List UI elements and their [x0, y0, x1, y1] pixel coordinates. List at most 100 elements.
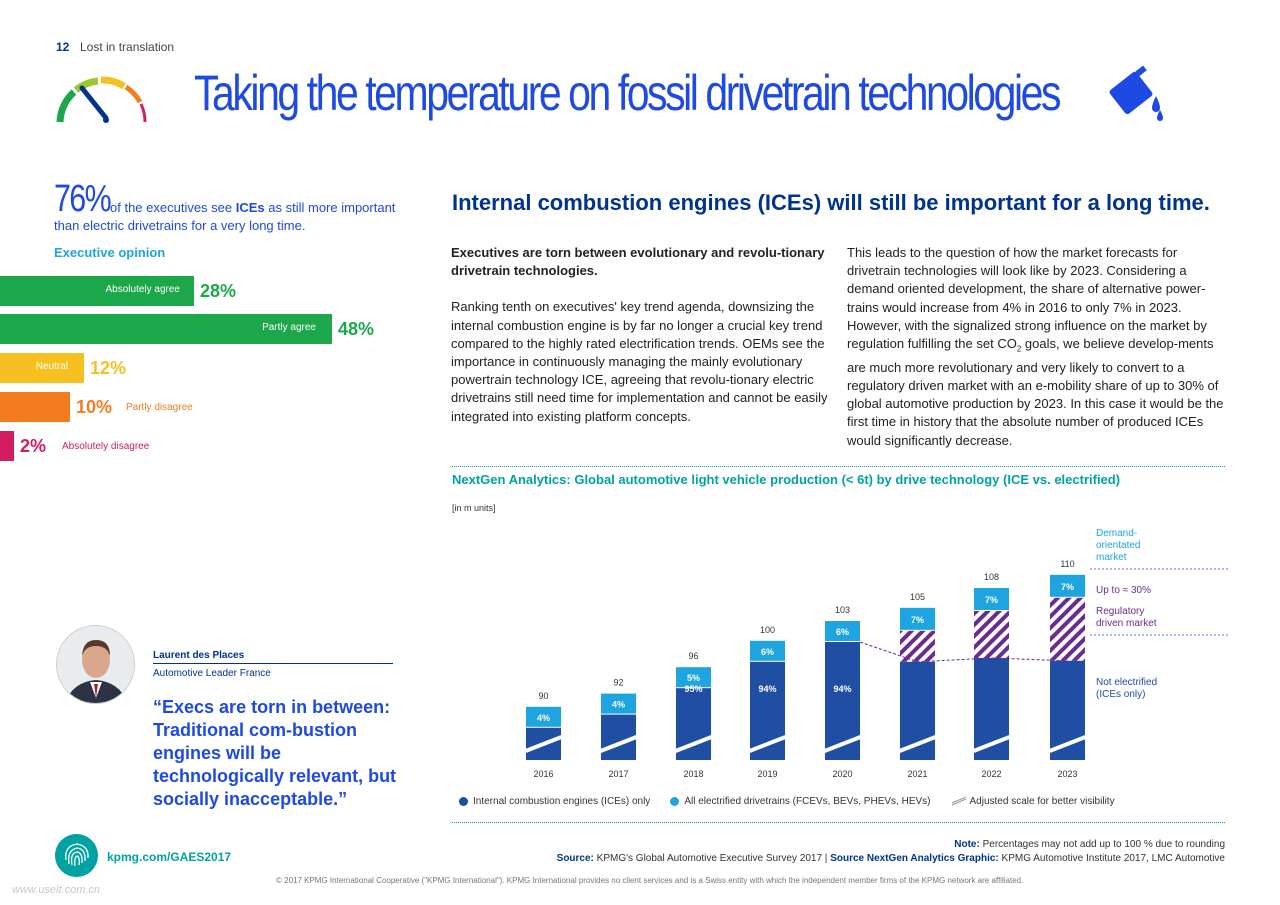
gauge-icon — [56, 76, 147, 123]
bar-electrified — [526, 706, 561, 727]
divider — [452, 822, 1225, 823]
bar-total: 92 — [613, 678, 623, 688]
bar-electrified — [1050, 574, 1085, 597]
opinion-bar-neutral: Neutral — [0, 353, 84, 383]
article-heading: Internal combustion engines (ICEs) will … — [452, 190, 1210, 215]
chart-units: [in m units] — [452, 503, 496, 513]
kpmg-link[interactable]: kpmg.com/GAES2017 — [107, 850, 232, 864]
chart-legend: Internal combustion engines (ICEs) only … — [459, 796, 1135, 807]
bar-total: 90 — [538, 691, 548, 701]
opinion-bar-partly-disagree — [0, 392, 70, 422]
bar-label-electrified: 5% — [687, 673, 700, 683]
bar-electrified — [601, 693, 636, 714]
x-tick-label: 2018 — [683, 769, 703, 779]
page-headline: Taking the temperature on fossil drivetr… — [194, 65, 1061, 121]
bar-total: 103 — [835, 605, 850, 615]
x-tick-label: 2021 — [907, 769, 927, 779]
scale-break — [1046, 734, 1089, 754]
scale-break — [896, 734, 939, 754]
bar-regulatory — [974, 611, 1009, 658]
x-tick-label: 2020 — [832, 769, 852, 779]
stat-text: of the executives see ICEs as still more… — [54, 200, 396, 233]
regulatory-trend-line — [859, 641, 1068, 663]
opinion-label: Partly disagree — [126, 402, 193, 413]
bar-label-electrified: 4% — [537, 713, 550, 723]
bar-total: 96 — [688, 651, 698, 661]
scale-break — [522, 734, 565, 754]
bar-regulatory — [900, 630, 935, 662]
bar-label-electrified: 7% — [985, 595, 998, 605]
scale-break — [970, 734, 1013, 754]
opinion-title: Executive opinion — [54, 245, 166, 260]
x-tick-label: 2019 — [757, 769, 777, 779]
opinion-value: 12% — [90, 358, 127, 378]
x-tick-label: 2022 — [981, 769, 1001, 779]
annotation-not-electrified: Not electrified (ICEs only) — [1096, 677, 1157, 700]
fuel-can-icon — [1109, 66, 1163, 121]
annotation-demand: Demand-orientated market — [1096, 528, 1140, 563]
bar-label-electrified: 6% — [761, 647, 774, 657]
person-divider — [153, 663, 393, 664]
legend-electrified: All electrified drivetrains (FCEVs, BEVs… — [670, 796, 931, 807]
article-body-1: Ranking tenth on executives' key trend a… — [451, 299, 828, 424]
bar-electrified — [900, 607, 935, 630]
bar-label-electrified: 7% — [911, 615, 924, 625]
article-column-2: This leads to the question of how the ma… — [847, 245, 1224, 448]
opinion-bar-absolutely-agree: Absolutely agree — [0, 276, 194, 306]
bar-label-electrified: 7% — [1061, 582, 1074, 592]
legend-dot-electrified — [670, 797, 680, 806]
watermark: www.useit.com.cn — [12, 884, 101, 896]
article-column-1: Executives are torn between evolutionary… — [451, 244, 831, 426]
avatar — [56, 625, 135, 704]
bar-electrified — [974, 588, 1009, 610]
bar-label-ice: 94% — [758, 684, 776, 694]
opinion-bar-absolutely-disagree — [0, 431, 14, 461]
bar-label-ice: 95% — [684, 684, 702, 694]
bar-total: 108 — [984, 572, 999, 582]
bar-total: 100 — [760, 625, 775, 635]
bar-total: 110 — [1060, 559, 1074, 569]
bar-electrified — [676, 667, 711, 688]
annotation-upto: Up to ≈ 30% — [1096, 585, 1151, 596]
scale-break — [597, 734, 640, 754]
legend-dot-ice — [459, 797, 468, 806]
annotation-regulatory: Regulatory driven market — [1096, 606, 1157, 629]
bar-electrified — [825, 621, 860, 641]
opinion-label: Partly agree — [262, 322, 316, 333]
opinion-bar-partly-agree: Partly agree — [0, 314, 332, 344]
bar-label-ice: 96% — [609, 684, 627, 694]
scale-break — [746, 734, 789, 754]
chart-title: NextGen Analytics: Global automotive lig… — [452, 472, 1121, 487]
copyright: © 2017 KPMG International Cooperative ("… — [276, 876, 1024, 885]
bar-label-ice: 96% — [534, 684, 552, 694]
scale-break — [821, 734, 864, 754]
opinion-value: 2% — [20, 436, 47, 456]
bar-label-electrified: 6% — [836, 627, 849, 637]
stat-percent: 76% — [54, 178, 112, 220]
opinion-label: Neutral — [35, 361, 68, 372]
bar-electrified — [750, 640, 785, 661]
legend-scale: Adjusted scale for better visibility — [951, 796, 1115, 807]
article-lead: Executives are torn between evolutionary… — [451, 245, 825, 279]
x-tick-label: 2023 — [1057, 769, 1077, 779]
opinion-label: Absolutely agree — [105, 284, 181, 295]
page-number: 12 — [56, 40, 70, 54]
legend-ice: Internal combustion engines (ICEs) only — [459, 796, 650, 807]
page-section-name: Lost in translation — [80, 40, 175, 54]
production-chart: 4%96%9020164%96%9220175%95%9620186%94%10… — [522, 528, 1228, 779]
person-name: Laurent des Places — [153, 650, 245, 661]
scale-break — [672, 734, 715, 754]
divider — [452, 466, 1225, 467]
pull-quote: “Execs are torn in between: Traditional … — [153, 697, 397, 809]
bar-ice — [601, 714, 636, 760]
fingerprint-badge — [55, 834, 98, 877]
opinion-value: 28% — [200, 281, 237, 301]
bar-label-electrified: 4% — [612, 700, 625, 710]
opinion-value: 48% — [338, 319, 375, 339]
opinion-value: 10% — [76, 397, 113, 417]
opinion-label: Absolutely disagree — [62, 441, 150, 452]
bar-regulatory — [1050, 597, 1085, 661]
fingerprint-icon — [65, 843, 89, 867]
bar-label-ice: 94% — [833, 684, 851, 694]
x-tick-label: 2016 — [533, 769, 553, 779]
